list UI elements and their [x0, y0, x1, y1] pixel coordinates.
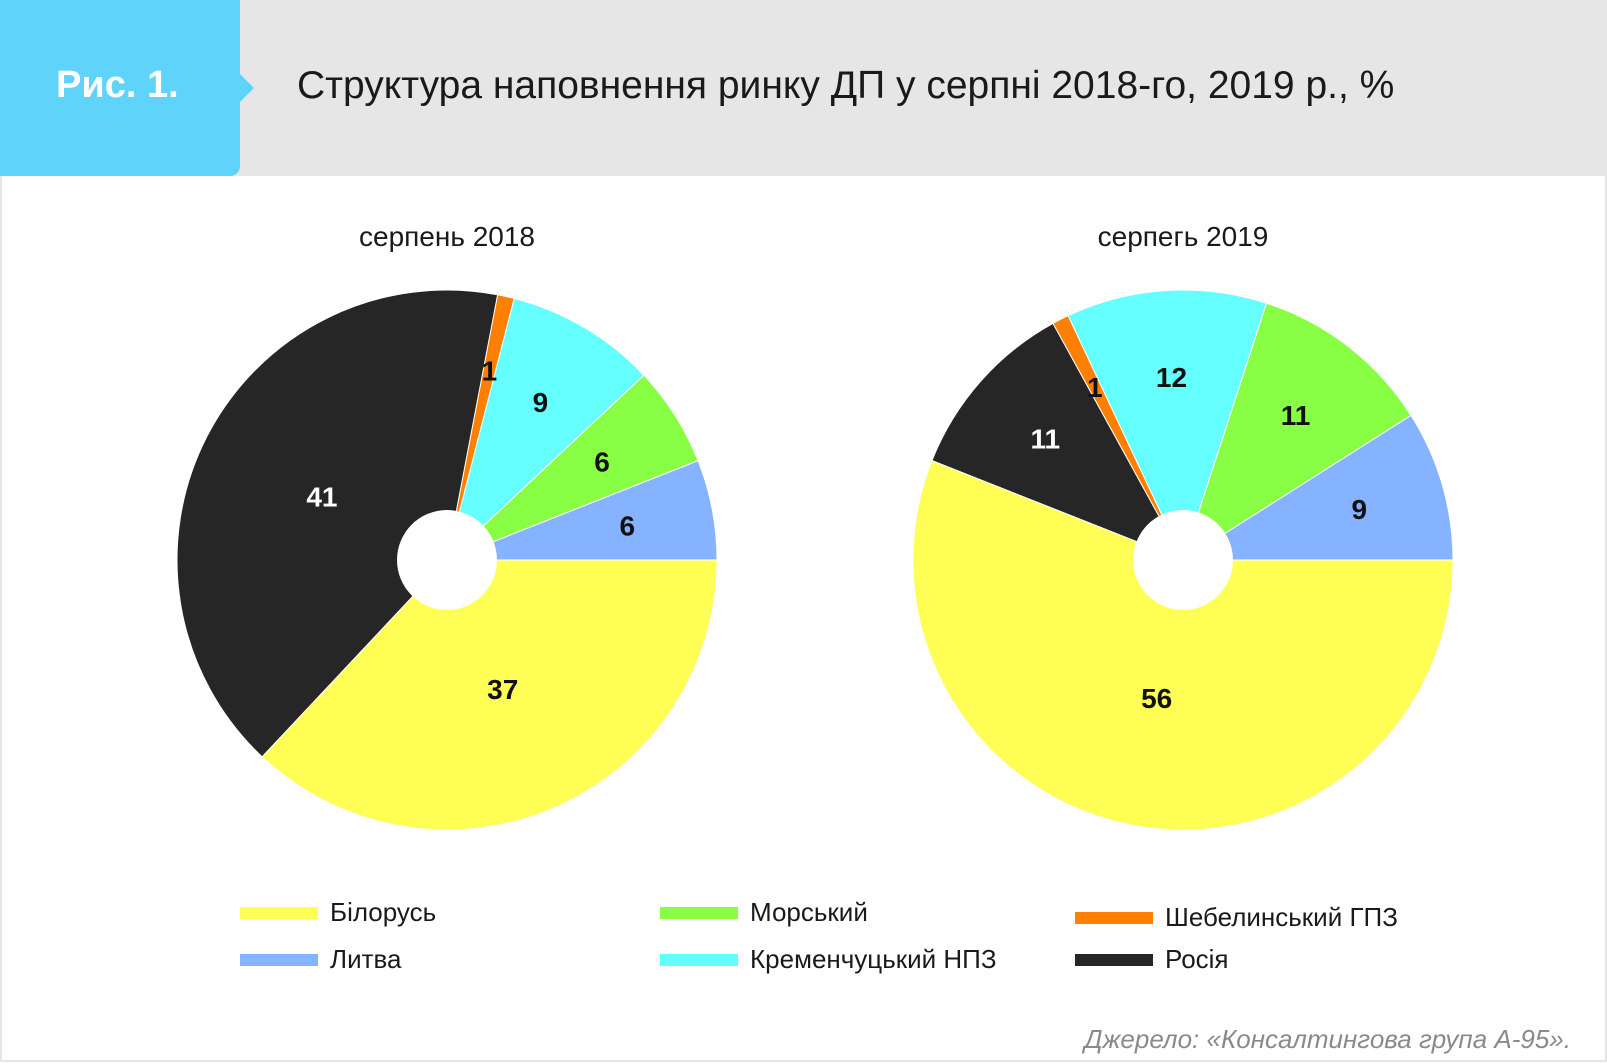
- pie-title-2: серпегь 2019: [1098, 221, 1269, 252]
- source-note: Джерело: «Консалтингова група А-95».: [1084, 1024, 1571, 1054]
- header-band: [0, 0, 1607, 176]
- pie-slice: [446, 297, 645, 562]
- legend-swatch: [1075, 954, 1153, 966]
- pie-value-label: 11: [1281, 400, 1311, 431]
- pie-slice: [1067, 289, 1268, 562]
- legend-label: Росія: [1165, 944, 1229, 974]
- pie-slice: [1181, 414, 1454, 561]
- legend-swatch: [240, 954, 318, 966]
- pie-slice: [912, 459, 1454, 831]
- pie-title-1: серпень 2018: [359, 221, 535, 252]
- legend-label: Кременчуцький НПЗ: [750, 944, 997, 974]
- figure-badge-arrow: [240, 74, 254, 102]
- pie-value-label: 37: [487, 674, 518, 705]
- pie-value-label: 6: [594, 447, 610, 478]
- legend-swatch: [1075, 912, 1153, 924]
- pie-slice: [1182, 302, 1412, 562]
- pie-slice: [176, 289, 499, 758]
- legend-label: Шебелинський ГПЗ: [1165, 902, 1398, 932]
- pie-value-label: 6: [620, 511, 636, 542]
- legend-label: Морський: [750, 897, 868, 927]
- legend-swatch: [660, 907, 738, 919]
- legend-label: Литва: [330, 944, 402, 974]
- pie-value-label: 1: [482, 355, 498, 386]
- pie-value-label: 9: [1352, 494, 1368, 525]
- figure-label: Рис. 1.: [56, 64, 179, 106]
- legend-swatch: [240, 907, 318, 919]
- pie-value-label: 1: [1087, 372, 1103, 403]
- pie-center-hole: [397, 510, 497, 610]
- pie-value-label: 9: [533, 387, 549, 418]
- chart-frame: [0, 176, 1607, 1062]
- pie-slice: [931, 322, 1185, 561]
- figure-badge: [0, 0, 240, 176]
- legend-label: Білорусь: [330, 897, 437, 927]
- pie-slice: [261, 559, 718, 831]
- pie-value-label: 56: [1141, 683, 1172, 714]
- pie-value-label: 41: [306, 481, 337, 512]
- legend-swatch: [660, 954, 738, 966]
- chart-title: Структура наповнення ринку ДП у серпні 2…: [297, 64, 1395, 107]
- pie-center-hole: [1133, 510, 1233, 610]
- pie-value-label: 12: [1156, 362, 1187, 393]
- pie-value-label: 11: [1030, 424, 1060, 455]
